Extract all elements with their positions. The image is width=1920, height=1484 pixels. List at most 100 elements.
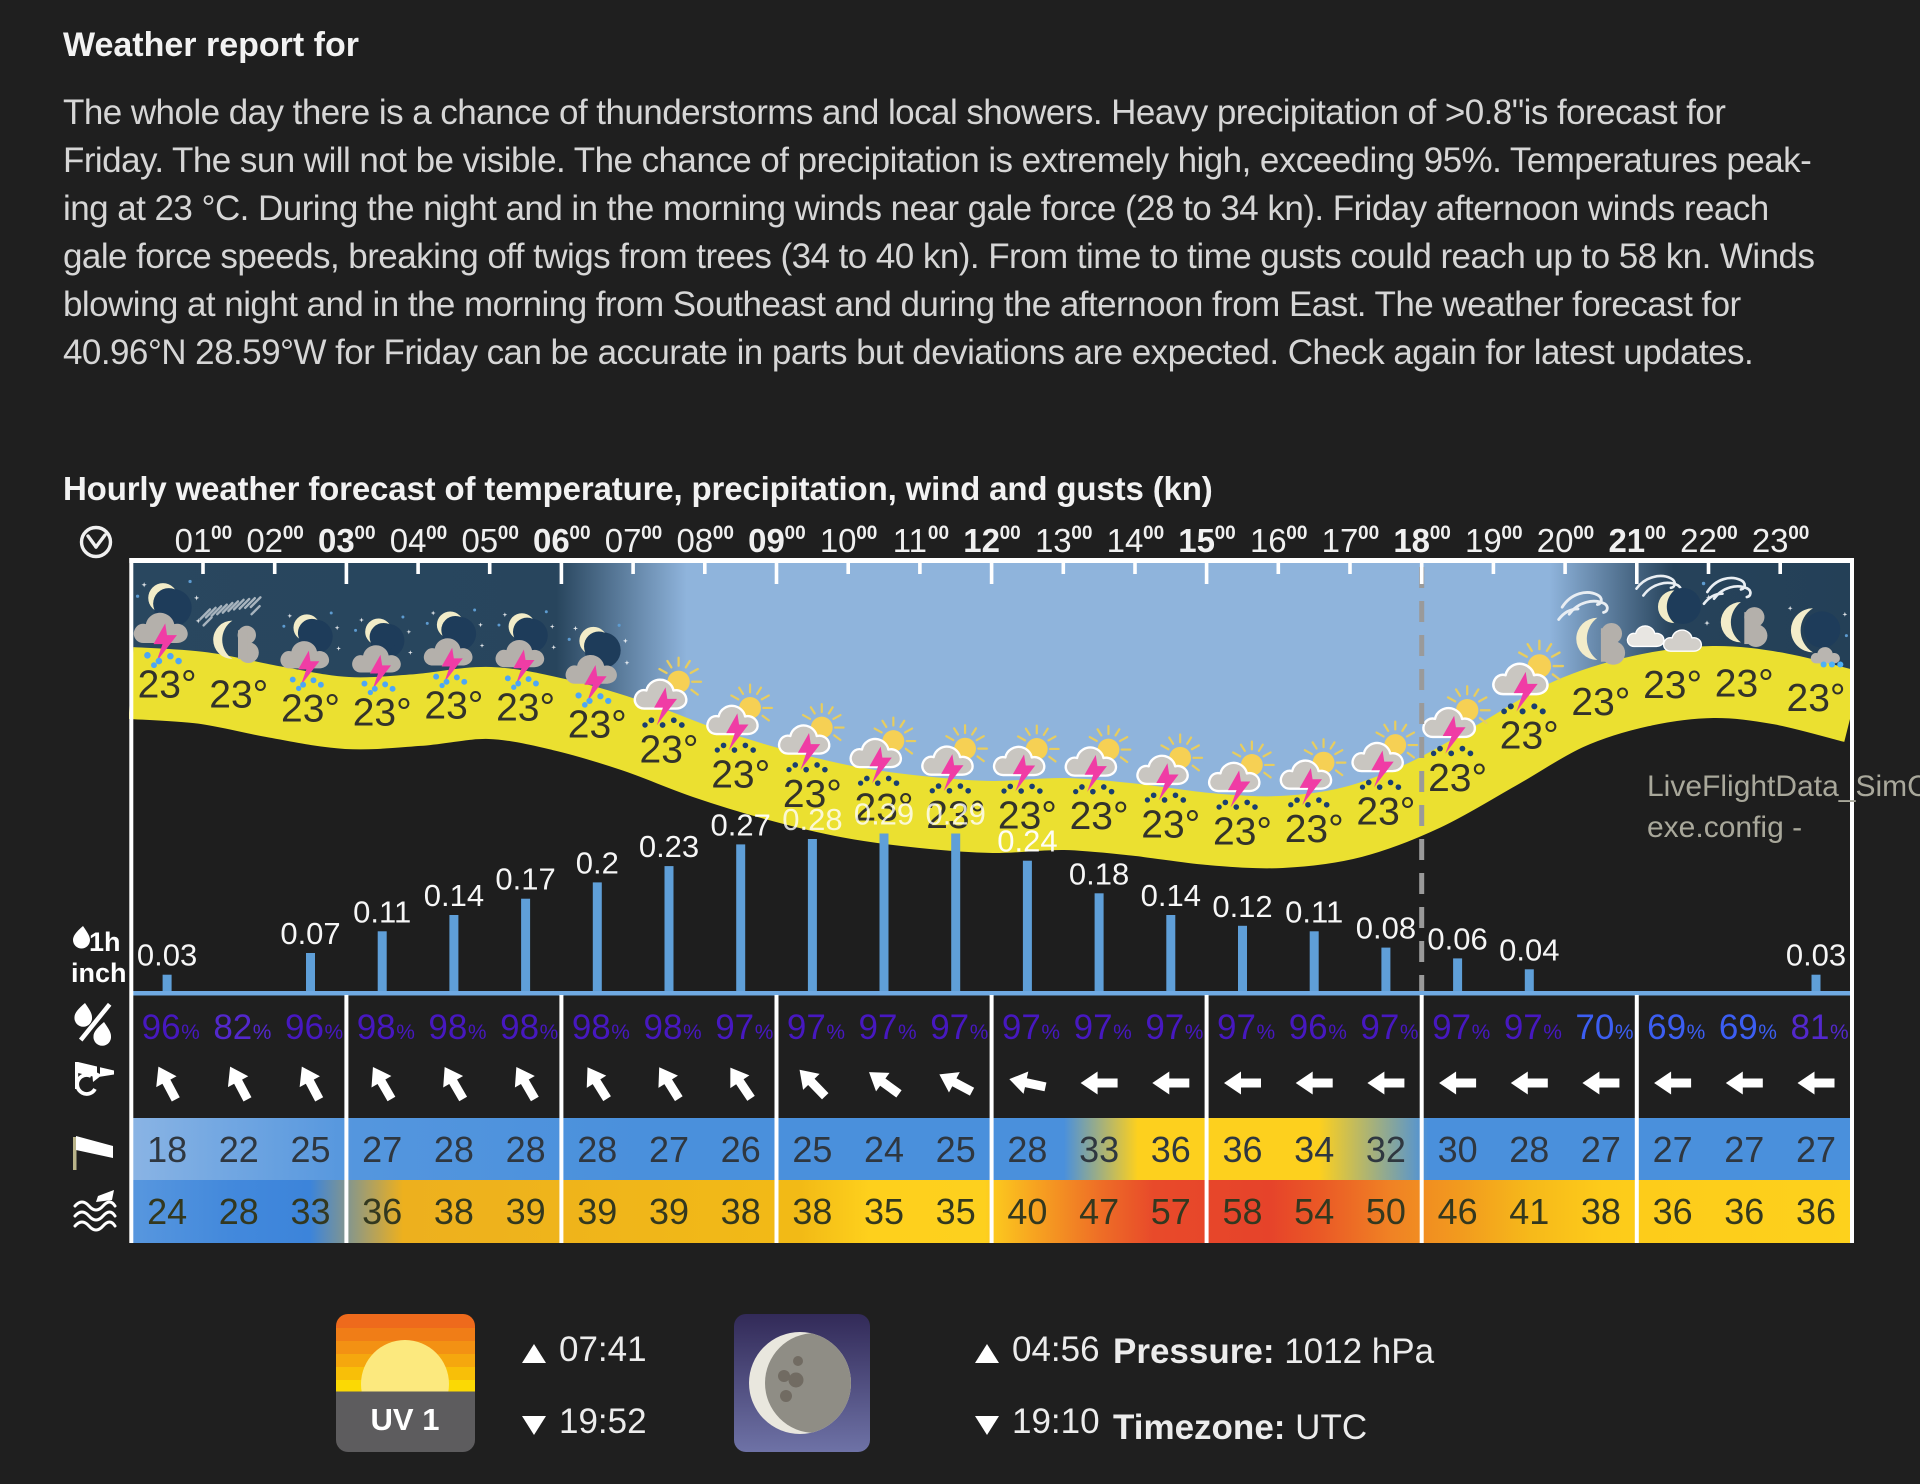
svg-text:23°: 23° bbox=[1285, 808, 1344, 851]
svg-text:23°: 23° bbox=[640, 728, 699, 771]
svg-text:27: 27 bbox=[362, 1129, 402, 1170]
svg-text:32: 32 bbox=[1366, 1129, 1406, 1170]
svg-text:08: 08 bbox=[676, 522, 713, 559]
svg-text:%: % bbox=[1185, 1021, 1204, 1044]
svg-text:41: 41 bbox=[1509, 1191, 1549, 1232]
svg-text:97: 97 bbox=[1432, 1008, 1471, 1047]
svg-text:00: 00 bbox=[1000, 523, 1021, 544]
svg-text:01: 01 bbox=[175, 522, 212, 559]
svg-text:23°: 23° bbox=[1141, 803, 1200, 846]
svg-text:0.2: 0.2 bbox=[576, 845, 619, 880]
svg-text:33: 33 bbox=[290, 1191, 330, 1232]
svg-text:23°: 23° bbox=[138, 664, 197, 707]
svg-text:00: 00 bbox=[569, 523, 590, 544]
svg-text:96: 96 bbox=[285, 1008, 324, 1047]
svg-text:97: 97 bbox=[787, 1008, 826, 1047]
svg-text:%: % bbox=[611, 1021, 630, 1044]
svg-text:25: 25 bbox=[290, 1129, 330, 1170]
svg-text:%: % bbox=[181, 1021, 200, 1044]
svg-text:28: 28 bbox=[506, 1129, 546, 1170]
svg-text:04: 04 bbox=[390, 522, 427, 559]
svg-text:%: % bbox=[1113, 1021, 1132, 1044]
svg-text:36: 36 bbox=[1222, 1129, 1262, 1170]
svg-text:00: 00 bbox=[426, 523, 447, 544]
svg-text:98: 98 bbox=[357, 1008, 396, 1047]
svg-text:14: 14 bbox=[1107, 522, 1144, 559]
svg-text:00: 00 bbox=[856, 523, 877, 544]
svg-text:98: 98 bbox=[572, 1008, 611, 1047]
svg-text:00: 00 bbox=[211, 523, 232, 544]
svg-text:00: 00 bbox=[1143, 523, 1164, 544]
svg-text:00: 00 bbox=[1215, 523, 1236, 544]
svg-text:36: 36 bbox=[362, 1191, 402, 1232]
svg-text:23°: 23° bbox=[1070, 795, 1129, 838]
svg-text:15: 15 bbox=[1178, 522, 1215, 559]
svg-text:23°: 23° bbox=[1500, 715, 1559, 758]
svg-text:19: 19 bbox=[1465, 522, 1502, 559]
svg-text:%: % bbox=[1257, 1021, 1276, 1044]
svg-text:17: 17 bbox=[1322, 522, 1359, 559]
svg-text:23°: 23° bbox=[1428, 757, 1487, 800]
svg-text:23°: 23° bbox=[855, 787, 914, 830]
svg-text:22: 22 bbox=[219, 1129, 259, 1170]
svg-text:97: 97 bbox=[930, 1008, 969, 1047]
svg-text:23°: 23° bbox=[1643, 664, 1702, 707]
svg-text:34: 34 bbox=[1294, 1129, 1334, 1170]
svg-text:%: % bbox=[1758, 1021, 1777, 1044]
svg-text:00: 00 bbox=[928, 523, 949, 544]
svg-text:28: 28 bbox=[1509, 1129, 1549, 1170]
svg-text:28: 28 bbox=[434, 1129, 474, 1170]
svg-text:0.04: 0.04 bbox=[1499, 932, 1559, 967]
svg-text:%: % bbox=[1041, 1021, 1060, 1044]
svg-text:38: 38 bbox=[721, 1191, 761, 1232]
svg-text:36: 36 bbox=[1796, 1191, 1836, 1232]
svg-text:%: % bbox=[325, 1021, 344, 1044]
svg-text:%: % bbox=[396, 1021, 415, 1044]
svg-text:0.27: 0.27 bbox=[711, 807, 771, 842]
svg-text:24: 24 bbox=[147, 1191, 187, 1232]
svg-text:%: % bbox=[253, 1021, 272, 1044]
svg-text:%: % bbox=[898, 1021, 917, 1044]
svg-text:25: 25 bbox=[792, 1129, 832, 1170]
svg-text:00: 00 bbox=[641, 523, 662, 544]
svg-text:%: % bbox=[826, 1021, 845, 1044]
svg-text:97: 97 bbox=[1074, 1008, 1113, 1047]
svg-text:%: % bbox=[1543, 1021, 1562, 1044]
svg-text:23°: 23° bbox=[424, 685, 483, 728]
svg-text:16: 16 bbox=[1250, 522, 1287, 559]
svg-text:inch: inch bbox=[71, 958, 127, 988]
svg-text:0.06: 0.06 bbox=[1427, 921, 1487, 956]
svg-text:%: % bbox=[1472, 1021, 1491, 1044]
svg-text:97: 97 bbox=[1002, 1008, 1041, 1047]
svg-text:00: 00 bbox=[1717, 523, 1738, 544]
svg-text:30: 30 bbox=[1438, 1129, 1478, 1170]
svg-text:97: 97 bbox=[1145, 1008, 1184, 1047]
svg-text:97: 97 bbox=[1217, 1008, 1256, 1047]
svg-text:69: 69 bbox=[1647, 1008, 1686, 1047]
svg-text:05: 05 bbox=[461, 522, 498, 559]
svg-text:96: 96 bbox=[142, 1008, 181, 1047]
svg-text:0.11: 0.11 bbox=[353, 894, 411, 929]
svg-text:0.29: 0.29 bbox=[926, 797, 986, 832]
svg-text:23°: 23° bbox=[1356, 791, 1415, 834]
svg-text:00: 00 bbox=[713, 523, 734, 544]
svg-text:28: 28 bbox=[1007, 1129, 1047, 1170]
svg-text:36: 36 bbox=[1151, 1129, 1191, 1170]
svg-text:98: 98 bbox=[644, 1008, 683, 1047]
svg-text:27: 27 bbox=[1796, 1129, 1836, 1170]
svg-text:%: % bbox=[1687, 1021, 1706, 1044]
svg-text:33: 33 bbox=[1079, 1129, 1119, 1170]
svg-text:00: 00 bbox=[354, 523, 375, 544]
svg-text:40: 40 bbox=[1007, 1191, 1047, 1232]
svg-text:26: 26 bbox=[721, 1129, 761, 1170]
svg-text:0.29: 0.29 bbox=[854, 797, 914, 832]
svg-text:25: 25 bbox=[936, 1129, 976, 1170]
svg-text:23°: 23° bbox=[926, 794, 985, 837]
svg-text:UV 1: UV 1 bbox=[371, 1402, 440, 1437]
svg-text:21: 21 bbox=[1608, 522, 1645, 559]
svg-text:18: 18 bbox=[1393, 522, 1430, 559]
svg-text:38: 38 bbox=[434, 1191, 474, 1232]
svg-text:%: % bbox=[1328, 1021, 1347, 1044]
svg-text:1h: 1h bbox=[89, 927, 121, 957]
svg-text:23: 23 bbox=[1752, 522, 1789, 559]
